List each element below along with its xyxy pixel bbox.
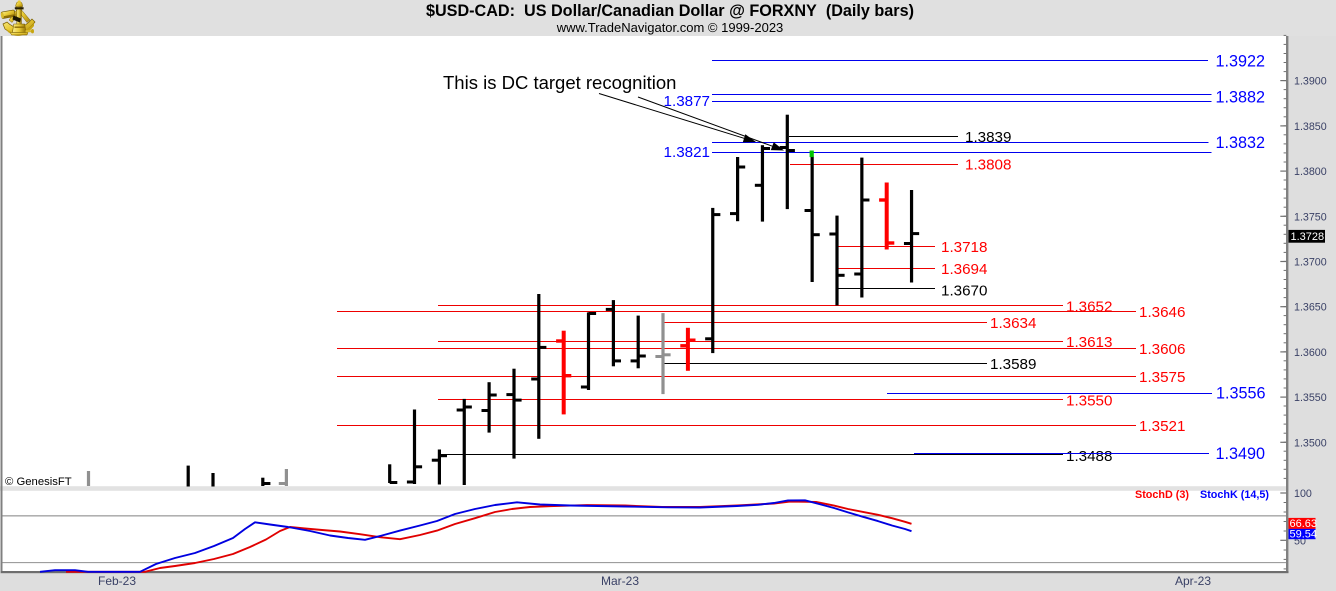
svg-text:1.3606: 1.3606 [1139, 341, 1185, 358]
svg-text:1.3882: 1.3882 [1216, 88, 1266, 106]
svg-text:1.3718: 1.3718 [941, 239, 987, 256]
svg-text:StochD (3): StochD (3) [1135, 489, 1189, 501]
svg-text:66.63: 66.63 [1290, 518, 1318, 530]
svg-text:1.3700: 1.3700 [1294, 257, 1327, 269]
svg-text:1.3877: 1.3877 [664, 93, 710, 110]
svg-text:100: 100 [1294, 488, 1312, 500]
svg-text:Mar-23: Mar-23 [601, 574, 639, 588]
svg-text:1.3550: 1.3550 [1294, 392, 1327, 404]
svg-text:1.3808: 1.3808 [965, 157, 1011, 174]
svg-text:1.3589: 1.3589 [990, 356, 1036, 373]
svg-text:1.3922: 1.3922 [1216, 52, 1266, 70]
svg-text:1.3613: 1.3613 [1066, 334, 1112, 351]
svg-text:1.3556: 1.3556 [1216, 385, 1266, 403]
svg-text:1.3650: 1.3650 [1294, 302, 1327, 314]
svg-text:50: 50 [1294, 535, 1306, 547]
svg-text:1.3821: 1.3821 [664, 144, 710, 161]
svg-text:1.3500: 1.3500 [1294, 437, 1327, 449]
svg-text:1.3488: 1.3488 [1066, 448, 1112, 465]
svg-text:1.3646: 1.3646 [1139, 304, 1185, 321]
svg-text:© GenesisFT: © GenesisFT [5, 476, 72, 488]
svg-text:$USD-CAD: US Dollar/Canadian: $USD-CAD: US Dollar/Canadian Dollar @ FO… [426, 2, 914, 20]
svg-text:1.3600: 1.3600 [1294, 347, 1327, 359]
svg-text:Apr-23: Apr-23 [1175, 574, 1211, 588]
svg-text:This is DC target recognition: This is DC target recognition [443, 72, 676, 93]
svg-text:59.54: 59.54 [1290, 529, 1318, 541]
svg-text:1.3694: 1.3694 [941, 261, 987, 278]
svg-text:1.3670: 1.3670 [941, 282, 987, 299]
svg-text:1.3839: 1.3839 [965, 129, 1011, 146]
svg-text:1.3550: 1.3550 [1066, 393, 1112, 410]
svg-text:1.3832: 1.3832 [1216, 134, 1266, 152]
svg-text:1.3575: 1.3575 [1139, 369, 1185, 386]
svg-text:1.3728: 1.3728 [1291, 231, 1325, 243]
svg-text:1.3521: 1.3521 [1139, 418, 1185, 435]
svg-text:1.3900: 1.3900 [1294, 76, 1327, 88]
svg-text:1.3800: 1.3800 [1294, 166, 1327, 178]
svg-text:1.3850: 1.3850 [1294, 121, 1327, 133]
svg-text:1.3490: 1.3490 [1216, 445, 1266, 463]
svg-text:Feb-23: Feb-23 [98, 574, 136, 588]
svg-text:StochK (14,5): StochK (14,5) [1200, 489, 1269, 501]
svg-text:1.3634: 1.3634 [990, 315, 1036, 332]
svg-text:1.3652: 1.3652 [1066, 298, 1112, 315]
svg-text:www.TradeNavigator.com © 1999-: www.TradeNavigator.com © 1999-2023 [556, 20, 784, 35]
svg-text:1.3750: 1.3750 [1294, 211, 1327, 223]
